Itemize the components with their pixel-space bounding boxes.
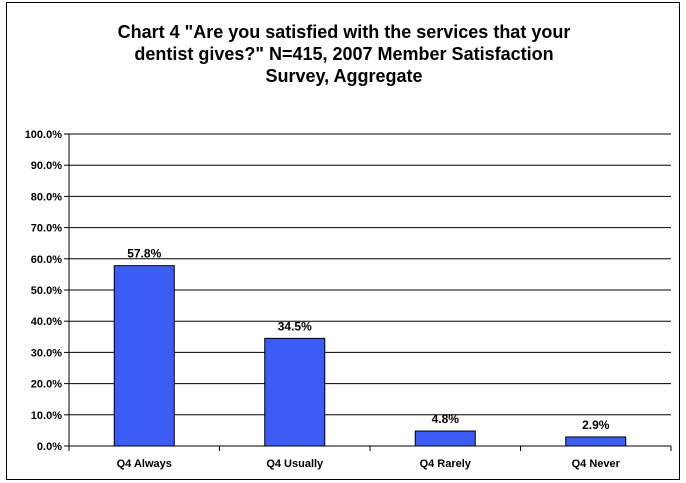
- y-tick-label: 90.0%: [31, 160, 62, 172]
- bar: [113, 265, 175, 447]
- data-label: 4.8%: [432, 412, 460, 426]
- chart-title: Chart 4 "Are you satisfied with the serv…: [7, 21, 681, 87]
- data-label: 57.8%: [127, 247, 161, 261]
- bar-chart-plot: 0.0% 10.0% 20.0% 30.0% 40.0% 50.0% 60.0% 70.0% 8…: [25, 129, 672, 470]
- data-label: 34.5%: [278, 319, 312, 333]
- y-tick-label: 10.0%: [31, 410, 62, 422]
- x-tick-label: Q4 Usually: [266, 458, 324, 470]
- x-tick-label: Q4 Rarely: [420, 458, 472, 470]
- y-tick-label: 60.0%: [31, 254, 62, 266]
- bar: [414, 430, 476, 447]
- y-tick-label: 100.0%: [25, 129, 63, 141]
- x-tick-label: Q4 Always: [117, 458, 172, 470]
- chart-title-line-3: Survey, Aggregate: [265, 66, 423, 86]
- y-tick-label: 50.0%: [31, 285, 62, 297]
- chart-title-line-1: Chart 4 "Are you satisfied with the serv…: [117, 22, 571, 42]
- y-tick-label: 20.0%: [31, 379, 62, 391]
- y-tick-label: 30.0%: [31, 347, 62, 359]
- chart-frame: Chart 4 "Are you satisfied with the serv…: [6, 2, 680, 480]
- y-tick-label: 70.0%: [31, 223, 62, 235]
- bar: [565, 436, 627, 447]
- y-tick-label: 40.0%: [31, 316, 62, 328]
- chart-title-line-2: dentist gives?" N=415, 2007 Member Satis…: [134, 44, 554, 64]
- y-tick-label: 80.0%: [31, 191, 62, 203]
- y-tick-label: 0.0%: [37, 441, 62, 453]
- data-label: 2.9%: [582, 418, 610, 432]
- x-tick-label: Q4 Never: [572, 458, 621, 470]
- bar: [264, 337, 326, 447]
